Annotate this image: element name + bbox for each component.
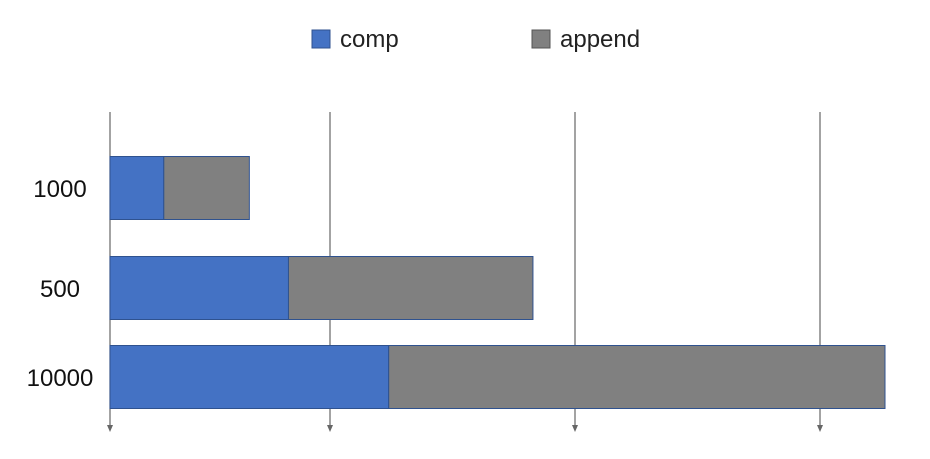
bar-comp-10000 (109, 345, 390, 409)
legend-swatch-append (531, 29, 551, 49)
y-tick-label: 1000 (33, 176, 86, 203)
y-tick-label: 10000 (27, 365, 94, 392)
legend-label-append: append (560, 26, 640, 53)
tick-label-layer: 1000 500 10000 (27, 176, 94, 392)
y-tick-label: 500 (40, 276, 80, 303)
legend-label-comp: comp (340, 26, 399, 53)
bar-append-1000 (163, 156, 250, 220)
bar-append-500 (287, 256, 534, 320)
bar-layer (109, 156, 886, 409)
bar-comp-1000 (109, 156, 165, 220)
axis-tick-arrow (327, 425, 333, 432)
legend-swatch-comp (311, 29, 331, 49)
axis-tick-arrow (572, 425, 578, 432)
legend: comp append (311, 26, 640, 53)
bar-append-10000 (388, 345, 886, 409)
bar-comp-500 (109, 256, 289, 320)
axis-tick-arrow (107, 425, 113, 432)
axis-tick-arrow (817, 425, 823, 432)
